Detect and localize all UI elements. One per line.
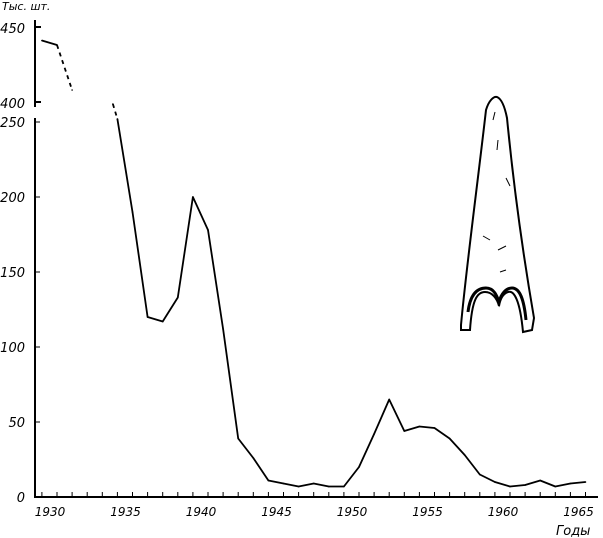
x-tick-label: 1940 [186, 505, 217, 519]
y-tick-label: 200 [0, 191, 25, 206]
data-point [267, 479, 270, 482]
x-tick-label: 1960 [488, 505, 519, 519]
series-line-1 [56, 44, 73, 91]
x-axis-label: Годы [556, 524, 590, 538]
data-point [584, 481, 587, 483]
data-point [192, 196, 194, 198]
y-tick-label: 450 [0, 22, 25, 37]
data-point [116, 118, 119, 120]
data-point [56, 44, 58, 46]
data-point [373, 433, 375, 435]
tooth-drawing [460, 95, 536, 334]
x-tick-label: 1935 [110, 505, 141, 519]
data-point [554, 485, 557, 488]
data-point [297, 485, 300, 488]
data-point [509, 485, 511, 488]
data-point [131, 211, 134, 213]
data-point [418, 425, 421, 428]
data-point [433, 427, 436, 429]
data-point [177, 296, 179, 299]
x-tick-label: 1930 [35, 505, 66, 519]
x-tick-label: 1955 [412, 505, 443, 519]
data-point [539, 479, 541, 482]
series-line-0 [41, 39, 58, 46]
y-tick-label: 250 [0, 116, 25, 131]
data-point [479, 473, 481, 476]
data-point [252, 457, 255, 459]
y-tick-label: 0 [17, 491, 25, 506]
data-point [358, 466, 360, 468]
data-point [71, 89, 73, 91]
data-point [388, 398, 391, 401]
axes [34, 20, 598, 498]
data-point [312, 482, 315, 485]
y-tick-label: 400 [0, 97, 25, 112]
data-point [112, 103, 114, 105]
series-line-3 [116, 118, 586, 488]
data-point [569, 482, 572, 485]
tick-labels: 1930 1935 1940 1945 1950 1955 1960 1965 0 50 100 15… [0, 22, 594, 519]
data-point [161, 320, 164, 323]
data-point [328, 485, 330, 488]
data-point [494, 481, 496, 483]
data-point [524, 484, 526, 486]
data-point [282, 482, 285, 485]
series-lines [41, 39, 587, 488]
data-point [448, 437, 451, 440]
data-point [463, 454, 466, 456]
data-point [41, 39, 43, 42]
y-axis-label: Тыс. шт. [2, 0, 50, 13]
x-tick-label: 1965 [563, 505, 594, 519]
data-point [343, 485, 345, 488]
data-point [207, 229, 209, 231]
x-tick-label: 1945 [261, 505, 292, 519]
data-point [146, 316, 149, 318]
data-point [222, 328, 224, 330]
x-tick-label: 1950 [337, 505, 368, 519]
y-tick-label: 100 [0, 341, 25, 356]
y-tick-label: 50 [8, 416, 25, 431]
data-point [237, 437, 239, 440]
data-point [403, 430, 406, 432]
series-line-2 [112, 103, 119, 120]
y-tick-label: 150 [0, 266, 25, 281]
